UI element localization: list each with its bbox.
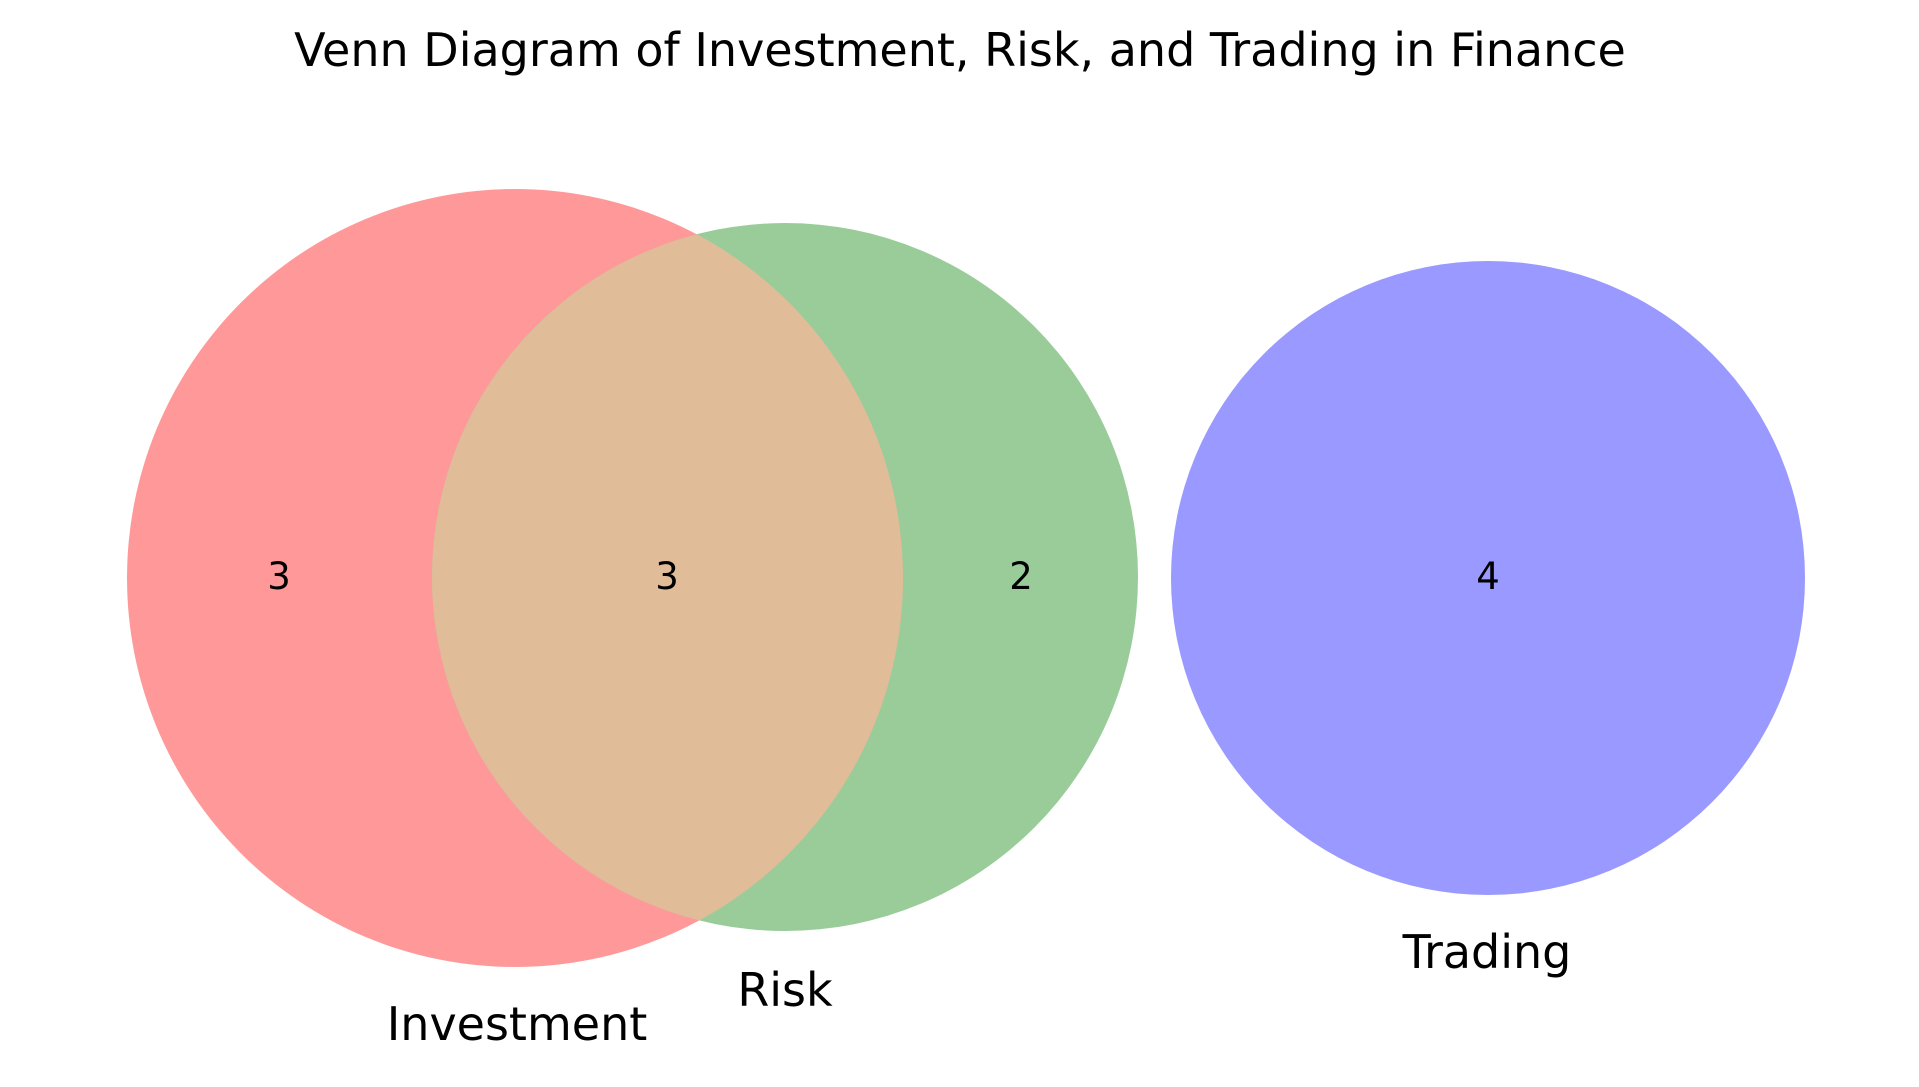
risk-label: Risk [737, 963, 833, 1017]
investment-risk-overlap [432, 223, 903, 931]
trading-label: Trading [1402, 925, 1572, 979]
diagram-title: Venn Diagram of Investment, Risk, and Tr… [294, 23, 1626, 77]
trading-circle [1171, 261, 1805, 895]
investment-only-count: 3 [267, 555, 291, 598]
investment-risk-count: 3 [655, 555, 679, 598]
trading-only-count: 4 [1476, 555, 1500, 598]
risk-only-count: 2 [1009, 555, 1033, 598]
investment-label: Investment [387, 997, 648, 1051]
